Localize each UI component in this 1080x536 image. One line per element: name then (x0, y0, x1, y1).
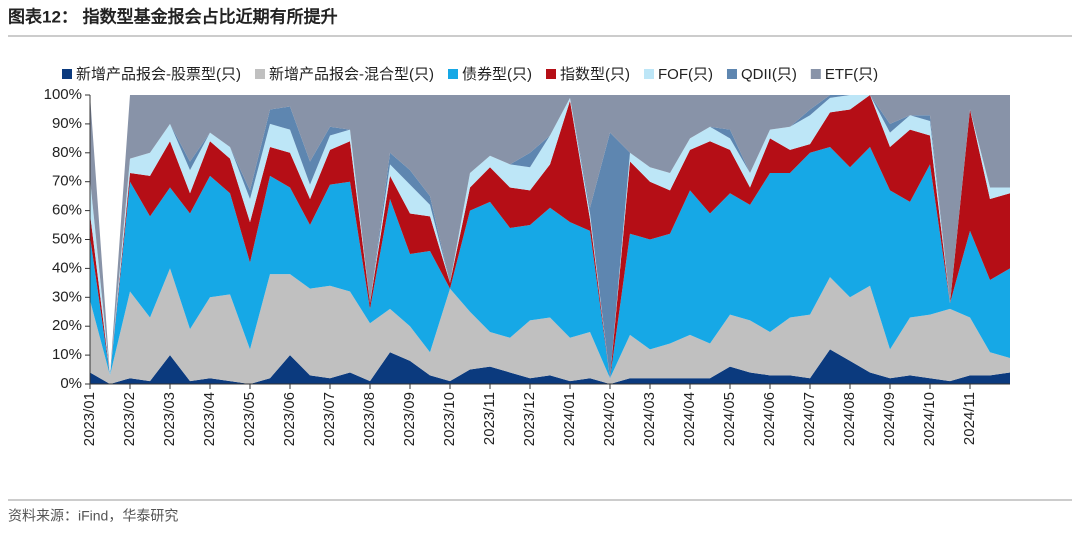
x-tick-label: 2024/01 (561, 392, 578, 446)
y-tick-label: 40% (52, 259, 82, 276)
y-tick-label: 80% (52, 144, 82, 161)
x-tick-label: 2024/08 (841, 392, 858, 446)
x-tick-label: 2023/04 (201, 392, 218, 446)
area (90, 95, 1010, 379)
legend-swatch (644, 69, 654, 79)
legend-label: 指数型(只) (560, 66, 630, 83)
legend-label: 新增产品报会-股票型(只) (76, 66, 241, 83)
legend-swatch (448, 69, 458, 79)
source: 资料来源：iFind，华泰研究 (8, 508, 178, 524)
y-tick-label: 0% (60, 375, 82, 392)
legend-swatch (546, 69, 556, 79)
x-tick-label: 2024/07 (801, 392, 818, 446)
legend-label: 债券型(只) (462, 66, 532, 83)
x-tick-label: 2023/09 (401, 392, 418, 446)
legend-swatch (810, 69, 821, 79)
y-tick-label: 10% (52, 346, 82, 363)
y-tick-label: 30% (52, 288, 82, 305)
legend-label: QDII(只) (741, 66, 797, 83)
y-tick-label: 70% (52, 173, 82, 190)
x-tick-label: 2023/11 (481, 392, 498, 445)
y-tick-label: 50% (52, 230, 82, 247)
legend-label: ETF(只) (825, 66, 878, 83)
area (90, 147, 1010, 379)
x-tick-label: 2023/10 (441, 392, 458, 446)
x-tick-label: 2024/06 (761, 392, 778, 446)
chart-title: 图表12： 指数型基金报会占比近期有所提升 (8, 6, 338, 26)
y-tick-label: 20% (52, 317, 82, 334)
x-tick-label: 2023/02 (121, 392, 138, 446)
area (90, 268, 1010, 384)
x-tick-label: 2024/03 (641, 392, 658, 446)
x-tick-label: 2023/03 (161, 392, 178, 446)
x-tick-label: 2024/10 (921, 392, 938, 446)
area (90, 95, 1010, 379)
x-tick-label: 2023/07 (321, 392, 338, 446)
legend-swatch (255, 69, 265, 79)
y-tick-label: 100% (44, 86, 82, 103)
y-tick-label: 60% (52, 202, 82, 219)
area (90, 349, 1010, 384)
x-tick-label: 2024/02 (601, 392, 618, 446)
legend-swatch (62, 69, 72, 79)
x-tick-label: 2023/01 (81, 392, 98, 446)
x-tick-label: 2024/09 (881, 392, 898, 446)
legend-label: FOF(只) (658, 66, 713, 83)
y-tick-label: 90% (52, 115, 82, 132)
x-tick-label: 2023/06 (281, 392, 298, 446)
x-tick-label: 2024/04 (681, 392, 698, 446)
x-tick-label: 2023/05 (241, 392, 258, 446)
x-tick-label: 2023/08 (361, 392, 378, 446)
x-tick-label: 2023/12 (521, 392, 538, 446)
legend-label: 新增产品报会-混合型(只) (269, 66, 434, 83)
area (90, 95, 1010, 376)
legend-swatch (726, 69, 737, 79)
x-tick-label: 2024/05 (721, 392, 738, 446)
x-tick-label: 2024/11 (961, 392, 978, 445)
